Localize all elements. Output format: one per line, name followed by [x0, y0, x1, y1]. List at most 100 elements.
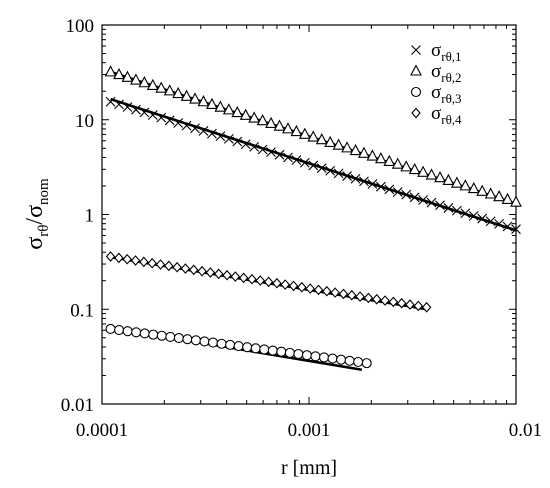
data-point-s1-stroke	[494, 218, 504, 229]
data-point-s1-stroke	[173, 118, 184, 128]
data-point-s1	[240, 139, 251, 150]
data-point-s2	[501, 192, 514, 204]
data-point-s3	[105, 323, 116, 334]
data-point-s4	[272, 277, 282, 289]
data-point-s1	[392, 187, 403, 197]
legend-label-sub: rθ,2	[441, 70, 461, 85]
data-point-s3	[301, 350, 312, 361]
data-point-s2	[104, 65, 117, 77]
data-point-s4	[347, 289, 357, 301]
data-point-s1	[511, 224, 521, 235]
data-point-s1-stroke	[114, 99, 124, 110]
data-point-s2	[442, 173, 455, 185]
data-point-s4	[363, 292, 374, 304]
data-point-s1	[401, 189, 412, 200]
legend-label-main: σ	[431, 61, 441, 82]
data-point-s3	[276, 346, 287, 357]
data-point-s1-stroke	[435, 200, 445, 211]
data-point-s4	[205, 267, 216, 278]
data-point-s1-stroke	[240, 139, 251, 150]
data-point-s3	[139, 328, 150, 339]
data-point-s4	[155, 259, 166, 270]
data-point-s2	[349, 143, 362, 156]
data-point-s1	[232, 136, 243, 147]
data-point-s1	[468, 211, 479, 221]
data-point-s1	[190, 123, 200, 134]
data-point-s1	[114, 99, 124, 110]
data-point-s1	[359, 176, 369, 187]
data-point-s1-stroke	[485, 216, 496, 227]
data-point-s4	[114, 252, 124, 264]
data-point-s3	[250, 343, 261, 354]
data-point-s1-stroke	[139, 107, 150, 118]
data-point-s4	[280, 279, 290, 290]
data-point-s3	[182, 334, 193, 345]
data-point-s1-stroke	[291, 155, 302, 166]
data-point-s1	[316, 163, 327, 173]
data-point-s2	[400, 160, 413, 172]
data-point-s1	[147, 110, 158, 120]
data-point-s1-stroke	[426, 197, 437, 208]
data-point-s4	[305, 283, 315, 294]
data-point-s4	[413, 300, 424, 312]
data-point-s1-stroke	[215, 131, 226, 142]
legend-label-sub: rθ,4	[441, 112, 462, 127]
data-point-s1-stroke	[308, 160, 319, 171]
data-point-s2	[248, 111, 261, 123]
data-point-s1	[342, 171, 352, 181]
data-point-s3	[216, 338, 227, 349]
data-point-s4	[322, 285, 332, 297]
data-point-s2	[425, 168, 438, 180]
data-point-s2	[189, 92, 201, 104]
data-point-s1-stroke	[266, 147, 276, 158]
data-point-s1-stroke	[511, 224, 521, 235]
data-point-s1	[350, 173, 361, 184]
data-point-s2	[324, 135, 337, 147]
legend-label-s1: σrθ,1	[431, 40, 462, 64]
data-point-s2	[358, 146, 370, 158]
y-axis-label-sigma: σ	[22, 237, 48, 250]
data-point-s4	[180, 263, 191, 274]
legend-marker-s3	[410, 86, 422, 98]
data-point-s1	[426, 197, 437, 208]
legend-label-s3: σrθ,3	[431, 82, 462, 106]
data-point-s1-stroke	[468, 211, 479, 221]
x-tick-label: 0.0001	[76, 420, 128, 441]
data-point-s1-stroke	[122, 102, 133, 112]
data-point-s2	[214, 100, 227, 112]
y-tick-label: 1	[85, 206, 95, 227]
data-point-s1	[367, 179, 378, 189]
data-point-s4	[330, 287, 340, 298]
data-point-s4	[130, 255, 141, 266]
data-point-s1	[435, 200, 445, 211]
data-point-s1-stroke	[283, 152, 293, 163]
data-point-s1	[502, 221, 513, 232]
data-point-s1-stroke	[350, 173, 361, 184]
legend-marker-s1-stroke	[411, 45, 421, 55]
data-point-s4	[380, 295, 390, 306]
data-point-s2	[374, 152, 387, 164]
data-point-s4	[213, 268, 224, 280]
data-point-s2	[476, 184, 489, 196]
data-point-s1-stroke	[460, 208, 471, 219]
data-point-s3	[353, 356, 364, 368]
data-point-s3	[284, 347, 295, 358]
data-point-s2	[163, 84, 176, 96]
data-point-s4	[247, 273, 257, 285]
y-axis-label-sub2: nom	[36, 178, 52, 205]
data-point-s4	[355, 291, 365, 302]
data-point-s4	[189, 264, 199, 276]
data-point-s4	[222, 269, 232, 281]
data-point-s3	[190, 335, 201, 346]
data-point-s2	[484, 187, 497, 199]
data-point-s4	[105, 251, 116, 262]
data-point-s1-stroke	[409, 192, 420, 203]
data-point-s2	[391, 157, 404, 169]
data-point-s3	[327, 353, 338, 364]
data-point-s3	[293, 348, 304, 360]
data-point-s4	[238, 272, 249, 284]
data-point-s1-stroke	[232, 136, 243, 147]
data-point-s3	[173, 332, 184, 344]
data-point-s1-stroke	[207, 128, 217, 139]
